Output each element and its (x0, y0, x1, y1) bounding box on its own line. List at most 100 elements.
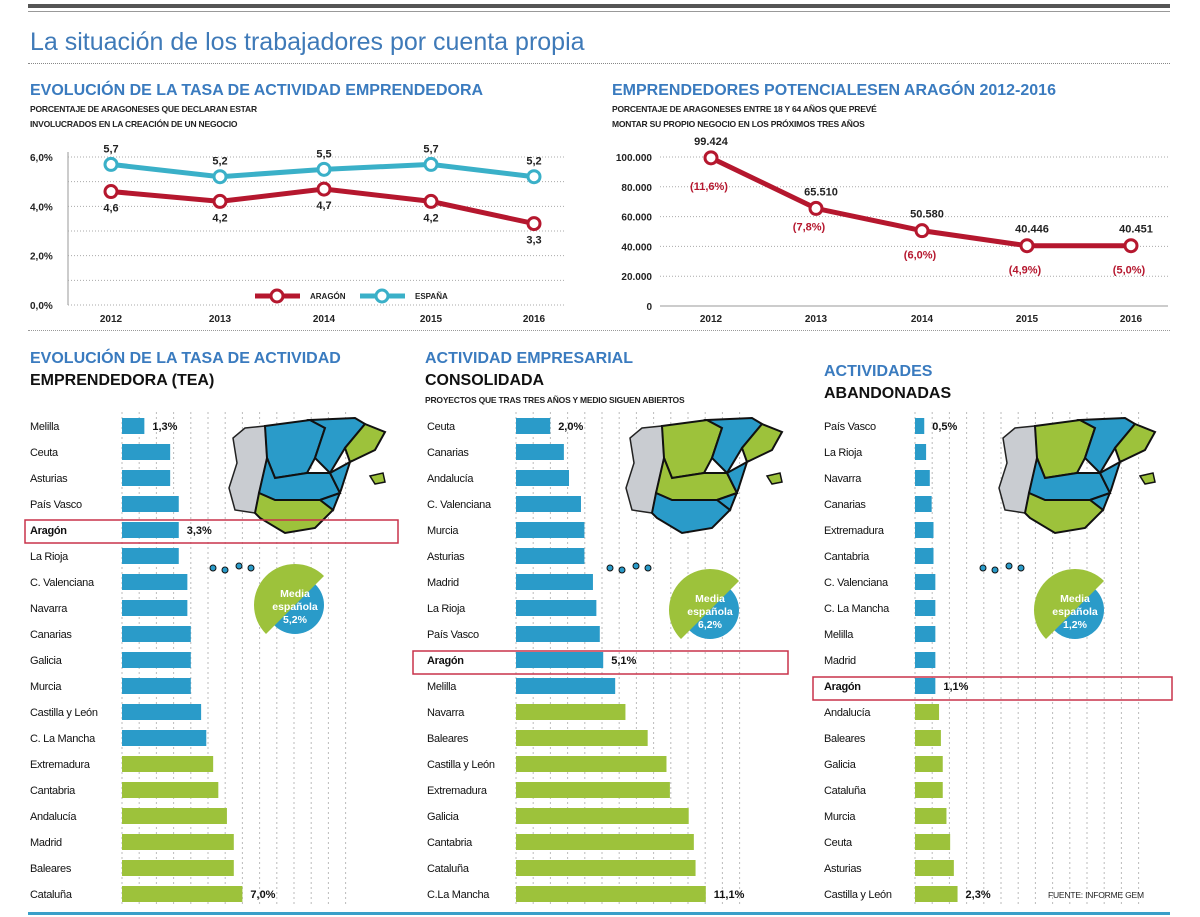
x-tick-label: 2012 (700, 314, 723, 325)
map-canarias (1005, 562, 1013, 570)
data-label: 99.424 (694, 136, 729, 148)
bar-category-label: Extremadura (824, 525, 885, 537)
bar (915, 834, 951, 850)
map-canarias (979, 564, 987, 572)
bar-category-label: Extremadura (427, 785, 488, 797)
map-canarias (606, 564, 614, 572)
bar-category-label: Melilla (30, 421, 60, 433)
y-tick-label: 4,0% (30, 202, 53, 213)
bar (516, 704, 626, 720)
map-region-catalonia (1113, 422, 1157, 464)
map-canarias (221, 566, 229, 574)
bar-category-label: Aragón (30, 525, 67, 537)
bar (122, 730, 207, 746)
bar-category-label: Madrid (427, 577, 459, 589)
map-baleares (368, 472, 386, 485)
bar (915, 496, 932, 512)
map-canarias (632, 562, 640, 570)
bar (915, 444, 927, 460)
bar-category-label: Ceuta (30, 447, 59, 459)
legend-label: ESPAÑA (415, 292, 448, 301)
bar-data-label: 1,3% (152, 421, 177, 433)
x-tick-label: 2014 (911, 314, 934, 325)
bar-category-label: Castilla y León (30, 707, 98, 719)
bar-category-label: C.La Mancha (427, 889, 490, 901)
bar-category-label: Baleares (824, 733, 866, 745)
bar-category-label: Navarra (30, 603, 68, 615)
data-label: 4,2 (212, 212, 227, 224)
x-tick-label: 2016 (1120, 314, 1143, 325)
bar-category-label: Ceuta (824, 837, 853, 849)
bar (516, 886, 706, 902)
bar-category-label: Castilla y León (824, 889, 892, 901)
highlight-box-aragon (812, 676, 1173, 701)
bar-category-label: País Vasco (824, 421, 876, 433)
data-point (103, 156, 119, 172)
bar (915, 652, 936, 668)
average-badge-text: española (1052, 606, 1098, 618)
bar (122, 522, 179, 538)
bar (122, 704, 202, 720)
bar (122, 782, 219, 798)
bar (915, 574, 936, 590)
bar-category-label: Extremadura (30, 759, 91, 771)
average-badge-text: española (687, 606, 733, 618)
data-point (423, 156, 439, 172)
data-label: 40.451 (1119, 224, 1153, 236)
data-point (423, 193, 439, 209)
average-badge-text: Media (695, 593, 725, 605)
average-badge-green (1033, 568, 1104, 639)
bar-category-label: Castilla y León (427, 759, 495, 771)
bar (122, 678, 191, 694)
highlight-box-aragon (412, 650, 789, 675)
bar-category-label: País Vasco (30, 499, 82, 511)
average-badge-text: 1,2% (1063, 619, 1088, 631)
bar (122, 652, 191, 668)
bar-category-label: Cantabria (30, 785, 76, 797)
bar (122, 444, 171, 460)
bar (516, 808, 689, 824)
chart2-subtitle-1: PORCENTAJE DE ARAGONESES ENTRE 18 Y 64 A… (612, 104, 877, 114)
bar-category-label: Madrid (824, 655, 856, 667)
chart3-title-2: EMPRENDEDORA (TEA) (30, 372, 215, 389)
bar (516, 756, 667, 772)
y-tick-label: 100.000 (616, 153, 653, 164)
bar-category-label: La Rioja (427, 603, 466, 615)
bar (915, 704, 940, 720)
section-divider (28, 330, 1170, 331)
map-canarias (235, 562, 243, 570)
data-label: 4,2 (423, 212, 438, 224)
chart1-title: EVOLUCIÓN DE LA TASA DE ACTIVIDAD EMPREN… (30, 82, 484, 99)
bar-category-label: Cataluña (824, 785, 867, 797)
data-label: 5,5 (316, 148, 331, 160)
average-badge-green (254, 564, 324, 634)
bar (915, 678, 936, 694)
bar-category-label: Baleares (427, 733, 469, 745)
bar-data-label: 1,1% (943, 681, 968, 693)
y-tick-label: 20.000 (621, 272, 652, 283)
map-canarias (991, 566, 999, 574)
bar (516, 600, 597, 616)
map-region-south (1023, 491, 1105, 535)
data-label: 5,2 (212, 156, 227, 168)
map-baleares (765, 472, 783, 485)
chart2-subtitle-2: MONTAR SU PROPIO NEGOCIO EN LOS PRÓXIMOS… (612, 119, 865, 129)
bar-category-label: Andalucía (30, 811, 77, 823)
bar (516, 444, 564, 460)
x-tick-label: 2014 (313, 314, 336, 325)
bar-data-label: 2,0% (558, 421, 583, 433)
bar (516, 418, 551, 434)
bar (915, 782, 943, 798)
bar (915, 600, 936, 616)
bar-category-label: C. Valenciana (427, 499, 492, 511)
bar-data-label: 5,1% (611, 655, 636, 667)
map-canarias (644, 564, 652, 572)
bar (122, 626, 191, 642)
data-point (914, 223, 930, 239)
spain-map (209, 416, 387, 574)
y-tick-label: 60.000 (621, 213, 652, 224)
bar (122, 418, 145, 434)
bar-category-label: Cataluña (427, 863, 470, 875)
average-badge-green (668, 568, 739, 639)
bar (915, 886, 958, 902)
